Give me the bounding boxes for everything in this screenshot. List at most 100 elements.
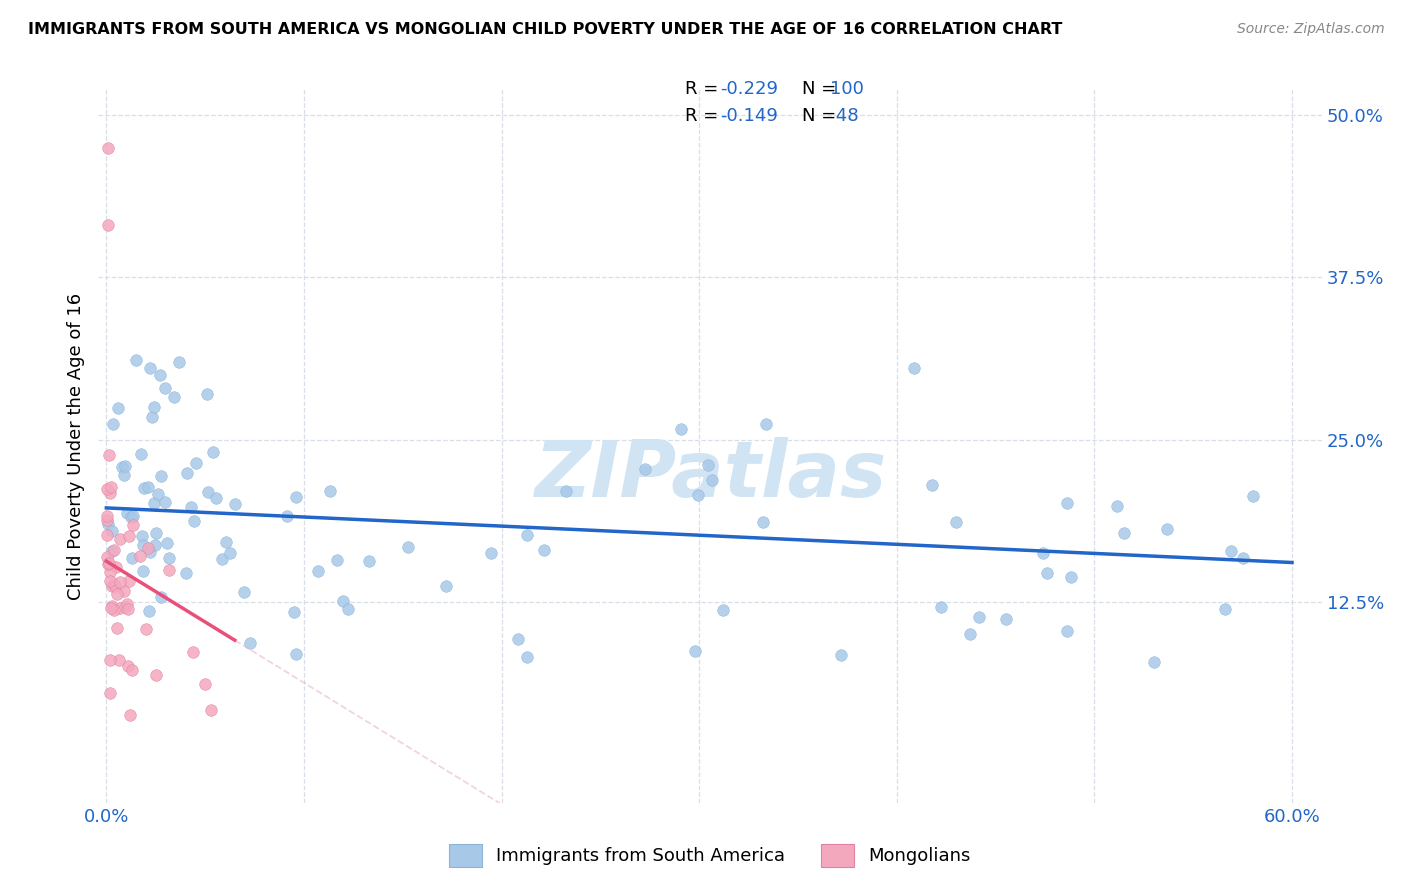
Point xyxy=(357,554,380,568)
Point xyxy=(697,458,720,472)
Point xyxy=(129,447,152,461)
Point xyxy=(752,515,775,529)
Point xyxy=(167,354,190,368)
Point xyxy=(180,500,202,514)
Text: N =: N = xyxy=(801,107,842,125)
Point xyxy=(101,417,124,431)
Point xyxy=(114,467,136,482)
Point xyxy=(197,485,219,500)
Point xyxy=(481,546,503,560)
Point xyxy=(326,553,349,567)
Point xyxy=(686,488,709,502)
Point xyxy=(516,649,538,664)
Point xyxy=(995,612,1018,626)
Point xyxy=(143,400,166,414)
Point xyxy=(115,506,138,520)
Point xyxy=(132,565,155,579)
Point xyxy=(176,466,198,480)
Point xyxy=(700,474,723,488)
Text: R =: R = xyxy=(685,80,724,98)
Point xyxy=(149,368,172,382)
Point xyxy=(143,538,166,552)
Point xyxy=(903,361,925,376)
Point xyxy=(121,663,143,677)
Point xyxy=(98,557,121,571)
Point xyxy=(332,593,354,607)
Point xyxy=(830,648,852,663)
Point xyxy=(96,528,118,542)
Point xyxy=(96,482,118,496)
Point xyxy=(96,557,118,571)
Point xyxy=(117,659,139,673)
Point xyxy=(1213,602,1236,616)
Legend: Immigrants from South America, Mongolians: Immigrants from South America, Mongolian… xyxy=(440,835,980,876)
Point xyxy=(121,518,143,533)
Point xyxy=(117,529,139,543)
Point xyxy=(111,459,134,474)
Point xyxy=(100,544,122,558)
Point xyxy=(157,551,180,566)
Point xyxy=(1105,499,1128,513)
Point xyxy=(141,410,163,425)
Point xyxy=(205,491,228,506)
Point xyxy=(108,653,131,667)
Point xyxy=(114,459,136,474)
Point xyxy=(233,584,256,599)
Point xyxy=(134,481,156,495)
Point xyxy=(186,457,208,471)
Point xyxy=(98,565,121,579)
Point xyxy=(131,529,153,543)
Point xyxy=(98,653,121,667)
Point xyxy=(150,591,173,605)
Point xyxy=(200,703,222,717)
Point xyxy=(683,643,706,657)
Point xyxy=(183,514,205,528)
Point xyxy=(1241,489,1264,503)
Point xyxy=(121,550,143,565)
Point xyxy=(125,353,148,368)
Point xyxy=(671,422,693,436)
Point xyxy=(98,448,121,462)
Point xyxy=(337,602,360,616)
Point xyxy=(138,480,160,494)
Point xyxy=(516,528,538,542)
Point xyxy=(633,462,655,476)
Point xyxy=(554,483,576,498)
Point xyxy=(100,579,122,593)
Point xyxy=(101,524,124,539)
Point xyxy=(136,541,159,556)
Text: -0.149: -0.149 xyxy=(720,107,779,125)
Text: -0.229: -0.229 xyxy=(720,80,779,98)
Point xyxy=(284,647,307,661)
Point xyxy=(101,599,124,614)
Point xyxy=(108,532,131,546)
Point xyxy=(157,563,180,577)
Point xyxy=(153,381,176,395)
Point xyxy=(138,604,160,618)
Point xyxy=(105,560,128,574)
Point xyxy=(307,565,329,579)
Point xyxy=(1035,566,1057,580)
Point xyxy=(211,552,233,566)
Point xyxy=(162,390,184,404)
Point xyxy=(434,579,457,593)
Point xyxy=(97,140,120,154)
Point xyxy=(755,417,778,432)
Point xyxy=(103,543,125,558)
Point xyxy=(945,515,967,529)
Point xyxy=(135,622,157,636)
Point xyxy=(1060,570,1083,584)
Point xyxy=(1056,496,1078,510)
Point xyxy=(118,708,141,723)
Point xyxy=(112,583,135,598)
Y-axis label: Child Poverty Under the Age of 16: Child Poverty Under the Age of 16 xyxy=(66,293,84,599)
Point xyxy=(138,361,160,376)
Point xyxy=(967,610,990,624)
Point xyxy=(194,677,217,691)
Point xyxy=(929,600,952,615)
Point xyxy=(1232,550,1254,565)
Point xyxy=(114,600,136,615)
Point xyxy=(98,486,121,500)
Point xyxy=(139,545,162,559)
Point xyxy=(174,566,197,580)
